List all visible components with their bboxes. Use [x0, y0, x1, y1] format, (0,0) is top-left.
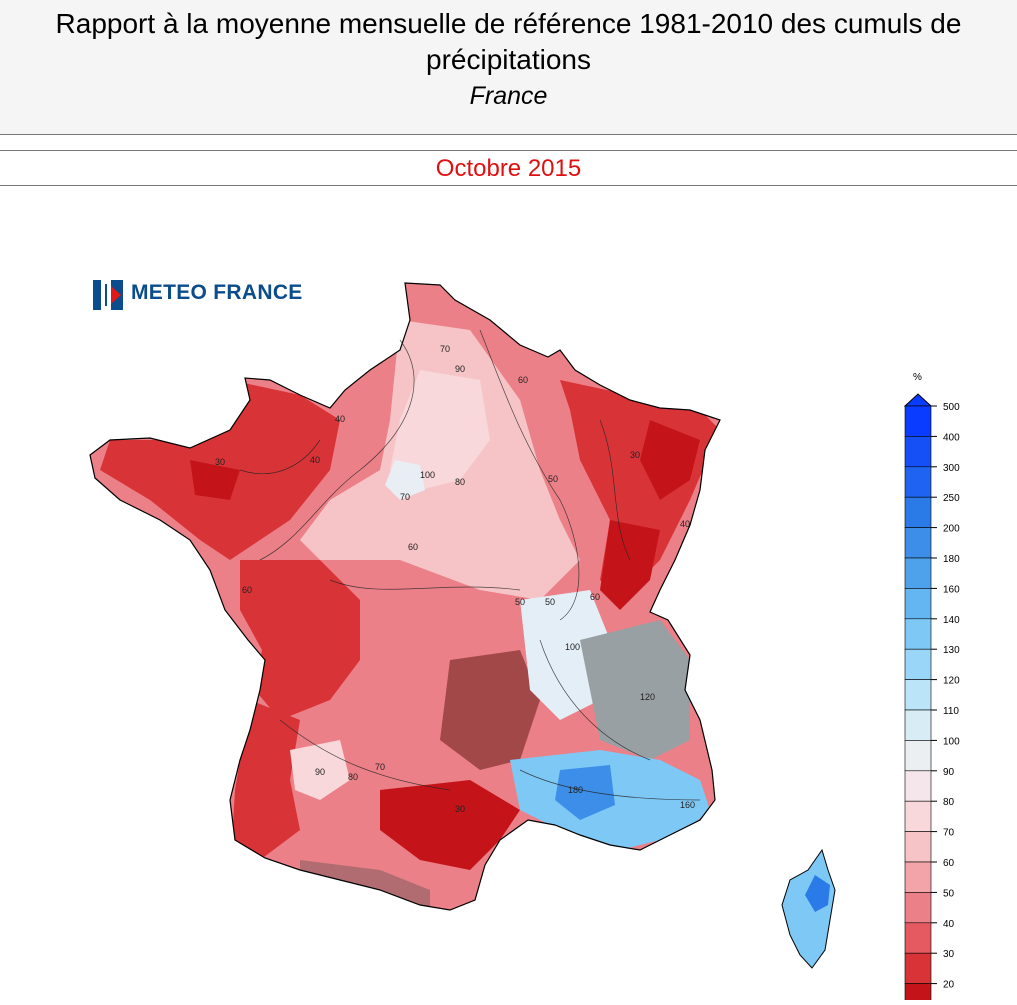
legend-label: 180	[943, 554, 960, 565]
contour-label: 60	[590, 592, 600, 602]
provence-very-wet	[555, 765, 615, 820]
legend-label: 130	[943, 645, 960, 656]
legend-label: 80	[943, 797, 955, 808]
contour-label: 120	[640, 692, 655, 702]
legend-label: 90	[943, 767, 955, 778]
color-legend: % 500 400 300 250 200 180 160 140 130 120 110 100 90…	[895, 370, 995, 1005]
map-title: Rapport à la moyenne mensuelle de référe…	[55, 8, 962, 75]
contour-label: 70	[400, 492, 410, 502]
legend-label: 30	[943, 949, 955, 960]
legend-swatch	[904, 679, 932, 711]
contour-label-layer: 90 70 60 80 50 40 100 30 40 60 50 30 40 …	[215, 344, 695, 814]
legend-swatch	[904, 527, 932, 559]
corsica-very-wet	[805, 875, 830, 912]
contour-label: 70	[440, 344, 450, 354]
contour-label: 30	[630, 450, 640, 460]
alps-relief	[580, 620, 690, 760]
jura-very-dry	[600, 520, 660, 610]
legend-label: 250	[943, 493, 960, 504]
rhone-valley-wet	[520, 590, 610, 720]
period-label: Octobre 2015	[435, 155, 582, 182]
contour-label: 60	[408, 542, 418, 552]
legend-label: 160	[943, 584, 960, 595]
legend-label: 120	[943, 676, 960, 687]
corsica	[781, 848, 836, 969]
legend-swatch	[904, 861, 932, 893]
legend-swatch	[904, 983, 932, 1005]
france-outline	[89, 282, 721, 911]
precipitation-map: 90 70 60 80 50 40 100 30 40 60 50 30 40 …	[89, 282, 836, 969]
massif-central-relief	[440, 650, 540, 770]
legend-swatch	[904, 405, 932, 437]
contour-label: 60	[242, 585, 252, 595]
legend-swatch	[904, 922, 932, 954]
contour-label: 50	[548, 474, 558, 484]
contour-label: 70	[375, 762, 385, 772]
legend-swatch	[904, 770, 932, 802]
legend-arrow-top	[903, 393, 933, 407]
legend-swatch	[904, 466, 932, 498]
legend-label: 400	[943, 432, 960, 443]
languedoc-very-dry	[380, 780, 520, 870]
legend-swatch	[904, 952, 932, 984]
legend-swatch	[904, 618, 932, 650]
contour-label: 40	[680, 519, 690, 529]
legend-label: 20	[943, 980, 955, 991]
contour-label: 100	[420, 470, 435, 480]
rainfall-ratio-field	[90, 283, 720, 910]
meteo-france-logo-icon	[93, 280, 123, 310]
contour-label: 40	[335, 414, 345, 424]
contour-label: 60	[518, 375, 528, 385]
legend-unit: %	[913, 372, 922, 383]
map-subtitle: France	[469, 82, 548, 110]
legend-swatch	[904, 709, 932, 741]
contour-label: 40	[310, 455, 320, 465]
legend-label: 40	[943, 919, 955, 930]
legend-swatch	[904, 648, 932, 680]
legend-swatch	[904, 436, 932, 468]
west-dry-zone	[240, 560, 360, 720]
contour-label: 50	[545, 597, 555, 607]
legend-swatch	[904, 892, 932, 924]
aquitaine-dry-zone	[232, 700, 300, 860]
legend-label: 50	[943, 888, 955, 899]
contour-label: 100	[565, 642, 580, 652]
contour-label: 50	[515, 597, 525, 607]
legend-label: 500	[943, 402, 960, 413]
contour-lines	[239, 329, 701, 801]
legend-swatch	[904, 496, 932, 528]
legend-label: 60	[943, 858, 955, 869]
contour-label: 30	[455, 804, 465, 814]
legend-swatch	[904, 588, 932, 620]
contour-label: 90	[455, 364, 465, 374]
contour-label: 80	[348, 772, 358, 782]
legend-label: 100	[943, 736, 960, 747]
alsace-very-dry	[640, 420, 700, 500]
contour-label: 160	[680, 800, 695, 810]
southwest-wet-spot	[290, 740, 350, 800]
legend-swatch	[904, 831, 932, 863]
legend-swatch	[904, 740, 932, 772]
contour-label: 30	[215, 457, 225, 467]
brittany-very-dry	[190, 460, 240, 500]
legend-colorbar: 500 400 300 250 200 180 160 140 130 120 110 100 90 80…	[903, 393, 960, 1005]
legend-label: 70	[943, 828, 955, 839]
legend-label: 140	[943, 615, 960, 626]
ile-de-france-zone	[390, 370, 490, 490]
period-bar: Octobre 2015	[0, 150, 1017, 186]
contour-label: 80	[455, 477, 465, 487]
contour-label: 180	[568, 785, 583, 795]
legend-label: 110	[943, 706, 959, 717]
legend-label: 200	[943, 524, 960, 535]
contour-label: 90	[315, 767, 325, 777]
meteo-france-logo: METEO FRANCE	[93, 280, 333, 310]
corsica-outline	[781, 848, 836, 969]
legend-label: 300	[943, 463, 960, 474]
legend-swatch	[904, 557, 932, 589]
header-band: Rapport à la moyenne mensuelle de référe…	[0, 0, 1017, 135]
logo-text: METEO FRANCE	[131, 281, 303, 304]
paris-wet-spot	[385, 460, 425, 500]
legend-swatch	[904, 800, 932, 832]
